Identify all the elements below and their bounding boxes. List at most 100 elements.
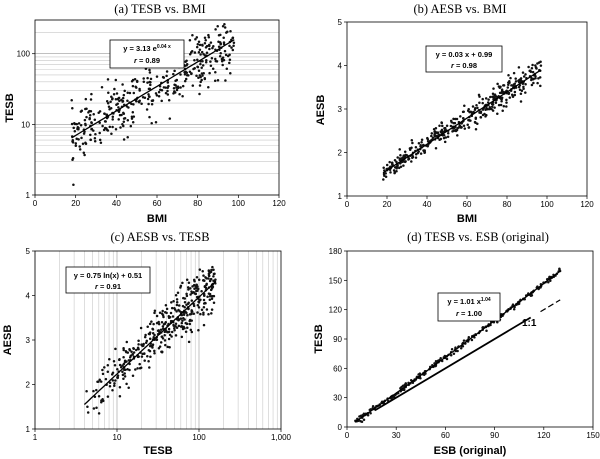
chart-c-equation-box: y = 0.75 ln(x) + 0.51 r = 0.91 (65, 266, 151, 294)
data-point (466, 109, 470, 113)
data-point (153, 349, 156, 353)
data-point (125, 350, 128, 354)
data-point (203, 54, 207, 57)
data-point (181, 84, 185, 88)
data-point (191, 84, 195, 87)
data-point (98, 378, 101, 381)
data-point (193, 59, 196, 62)
data-point (522, 75, 526, 78)
x-tick-label: 40 (112, 199, 121, 208)
data-point (443, 127, 446, 130)
data-point (111, 115, 115, 118)
data-point (80, 109, 84, 113)
data-point (172, 87, 176, 90)
chart-c-title: (c) AESB vs. TESB (110, 230, 209, 244)
data-point (173, 328, 176, 332)
x-tick-label: 90 (490, 431, 499, 440)
data-point (459, 115, 462, 118)
data-point (100, 399, 103, 402)
data-point (88, 109, 91, 113)
data-point (509, 76, 512, 80)
data-point (205, 44, 209, 48)
data-point (118, 358, 121, 361)
data-point (192, 67, 195, 71)
data-point (84, 107, 87, 111)
y-tick-label: 1 (26, 425, 31, 434)
data-point (207, 269, 211, 273)
data-point (175, 86, 178, 89)
data-point (405, 154, 409, 157)
data-point (223, 23, 226, 26)
data-point (199, 62, 202, 66)
data-point (148, 332, 151, 336)
data-point (384, 172, 387, 175)
data-point (209, 41, 213, 44)
data-point (155, 75, 159, 78)
data-point (98, 138, 102, 142)
data-point (501, 109, 504, 113)
data-point (174, 293, 178, 297)
data-point (118, 395, 122, 398)
data-point (144, 341, 148, 344)
data-point (122, 111, 125, 115)
data-point (511, 303, 515, 306)
data-point (75, 122, 79, 126)
data-point (117, 118, 120, 121)
x-tick-label: 120 (537, 431, 551, 440)
data-point (505, 101, 508, 104)
data-point (73, 122, 76, 125)
data-point (388, 160, 391, 164)
data-point (140, 102, 143, 105)
data-point (190, 310, 194, 313)
data-point (126, 91, 129, 95)
data-point (469, 110, 473, 114)
data-point (106, 102, 110, 105)
data-point (188, 38, 192, 42)
data-point (210, 268, 213, 272)
data-point (188, 53, 192, 56)
data-point (73, 129, 77, 133)
data-point (497, 103, 501, 107)
data-point (505, 105, 508, 108)
data-point (150, 102, 154, 106)
data-point (83, 118, 87, 122)
data-point (108, 125, 112, 129)
data-point (97, 394, 101, 398)
data-point (188, 322, 192, 326)
data-point (199, 75, 202, 79)
data-point (446, 132, 450, 135)
svg-text:r = 1.00: r = 1.00 (456, 309, 482, 318)
data-point (71, 156, 75, 160)
data-point (151, 99, 155, 102)
data-point (197, 329, 200, 332)
chart-c-xlabel: TESB (143, 445, 172, 457)
data-point (463, 127, 467, 130)
data-point (189, 51, 193, 54)
data-point (205, 282, 208, 286)
data-point (113, 384, 116, 387)
data-point (148, 71, 152, 74)
data-point (445, 357, 449, 361)
data-point (106, 370, 110, 374)
data-point (200, 78, 203, 82)
data-point (210, 297, 214, 300)
data-point (228, 58, 232, 62)
data-point (226, 54, 230, 58)
data-point (187, 74, 190, 77)
data-point (519, 92, 523, 95)
data-point (184, 77, 188, 81)
data-point (443, 140, 447, 144)
data-point (519, 100, 523, 103)
x-tick-label: 10 (113, 433, 122, 442)
data-point (107, 105, 111, 108)
data-point (159, 88, 162, 91)
x-tick-label: 0 (33, 199, 38, 208)
data-point (490, 105, 494, 108)
data-point (113, 87, 116, 91)
data-point (212, 279, 215, 282)
data-point (395, 160, 398, 164)
y-tick-label: 90 (333, 335, 342, 344)
data-point (166, 89, 169, 93)
data-point (205, 51, 209, 55)
data-point (116, 367, 119, 371)
